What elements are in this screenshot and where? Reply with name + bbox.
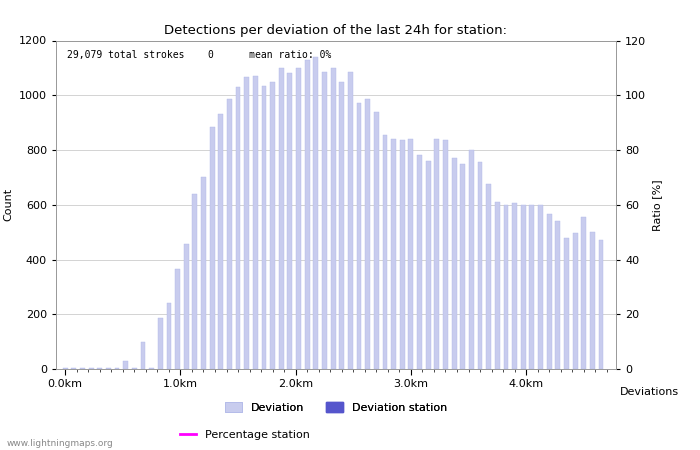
Text: Deviations: Deviations [620, 387, 678, 397]
Bar [564, 238, 569, 369]
Bar [365, 99, 370, 369]
Bar [348, 72, 353, 369]
Bar [426, 161, 430, 369]
Bar [477, 162, 482, 369]
Legend: Percentage station: Percentage station [180, 429, 310, 440]
Y-axis label: Count: Count [4, 188, 13, 221]
Bar [555, 221, 560, 369]
Bar [529, 205, 534, 369]
Bar [391, 139, 396, 369]
Bar [512, 203, 517, 369]
Bar [356, 104, 361, 369]
Bar [435, 139, 439, 369]
Bar [443, 140, 448, 369]
Bar [296, 68, 301, 369]
Bar [486, 184, 491, 369]
Bar [253, 76, 258, 369]
Bar [227, 99, 232, 369]
Bar [400, 140, 405, 369]
Bar [598, 240, 603, 369]
Bar [210, 127, 215, 369]
Bar [538, 205, 543, 369]
Bar [461, 164, 466, 369]
Bar [521, 205, 526, 369]
Bar [97, 368, 102, 369]
Bar [304, 60, 309, 369]
Bar [141, 342, 146, 369]
Y-axis label: Ratio [%]: Ratio [%] [652, 179, 662, 230]
Bar [175, 269, 180, 369]
Bar [469, 150, 474, 369]
Bar [495, 202, 500, 369]
Bar [322, 72, 327, 369]
Bar [158, 318, 162, 369]
Bar [262, 86, 267, 369]
Bar [409, 139, 413, 369]
Bar [201, 177, 206, 369]
Bar [547, 214, 552, 369]
Bar [314, 57, 318, 369]
Bar [279, 68, 284, 369]
Bar [167, 303, 172, 369]
Bar [573, 234, 577, 369]
Bar [374, 112, 379, 369]
Bar [383, 135, 387, 369]
Bar [330, 68, 335, 369]
Bar [590, 232, 595, 369]
Bar [270, 81, 275, 369]
Bar [340, 81, 344, 369]
Bar [288, 73, 293, 369]
Bar [244, 77, 249, 369]
Bar [452, 158, 456, 369]
Text: www.lightningmaps.org: www.lightningmaps.org [7, 439, 113, 448]
Bar [236, 87, 241, 369]
Text: 29,079 total strokes    0      mean ratio: 0%: 29,079 total strokes 0 mean ratio: 0% [67, 50, 332, 60]
Bar [218, 114, 223, 369]
Legend: Deviation, Deviation station: Deviation, Deviation station [225, 402, 447, 413]
Bar [123, 361, 128, 369]
Bar [581, 217, 586, 369]
Bar [184, 244, 188, 369]
Bar [193, 194, 197, 369]
Bar [503, 205, 508, 369]
Bar [417, 156, 422, 369]
Title: Detections per deviation of the last 24h for station:: Detections per deviation of the last 24h… [164, 23, 508, 36]
